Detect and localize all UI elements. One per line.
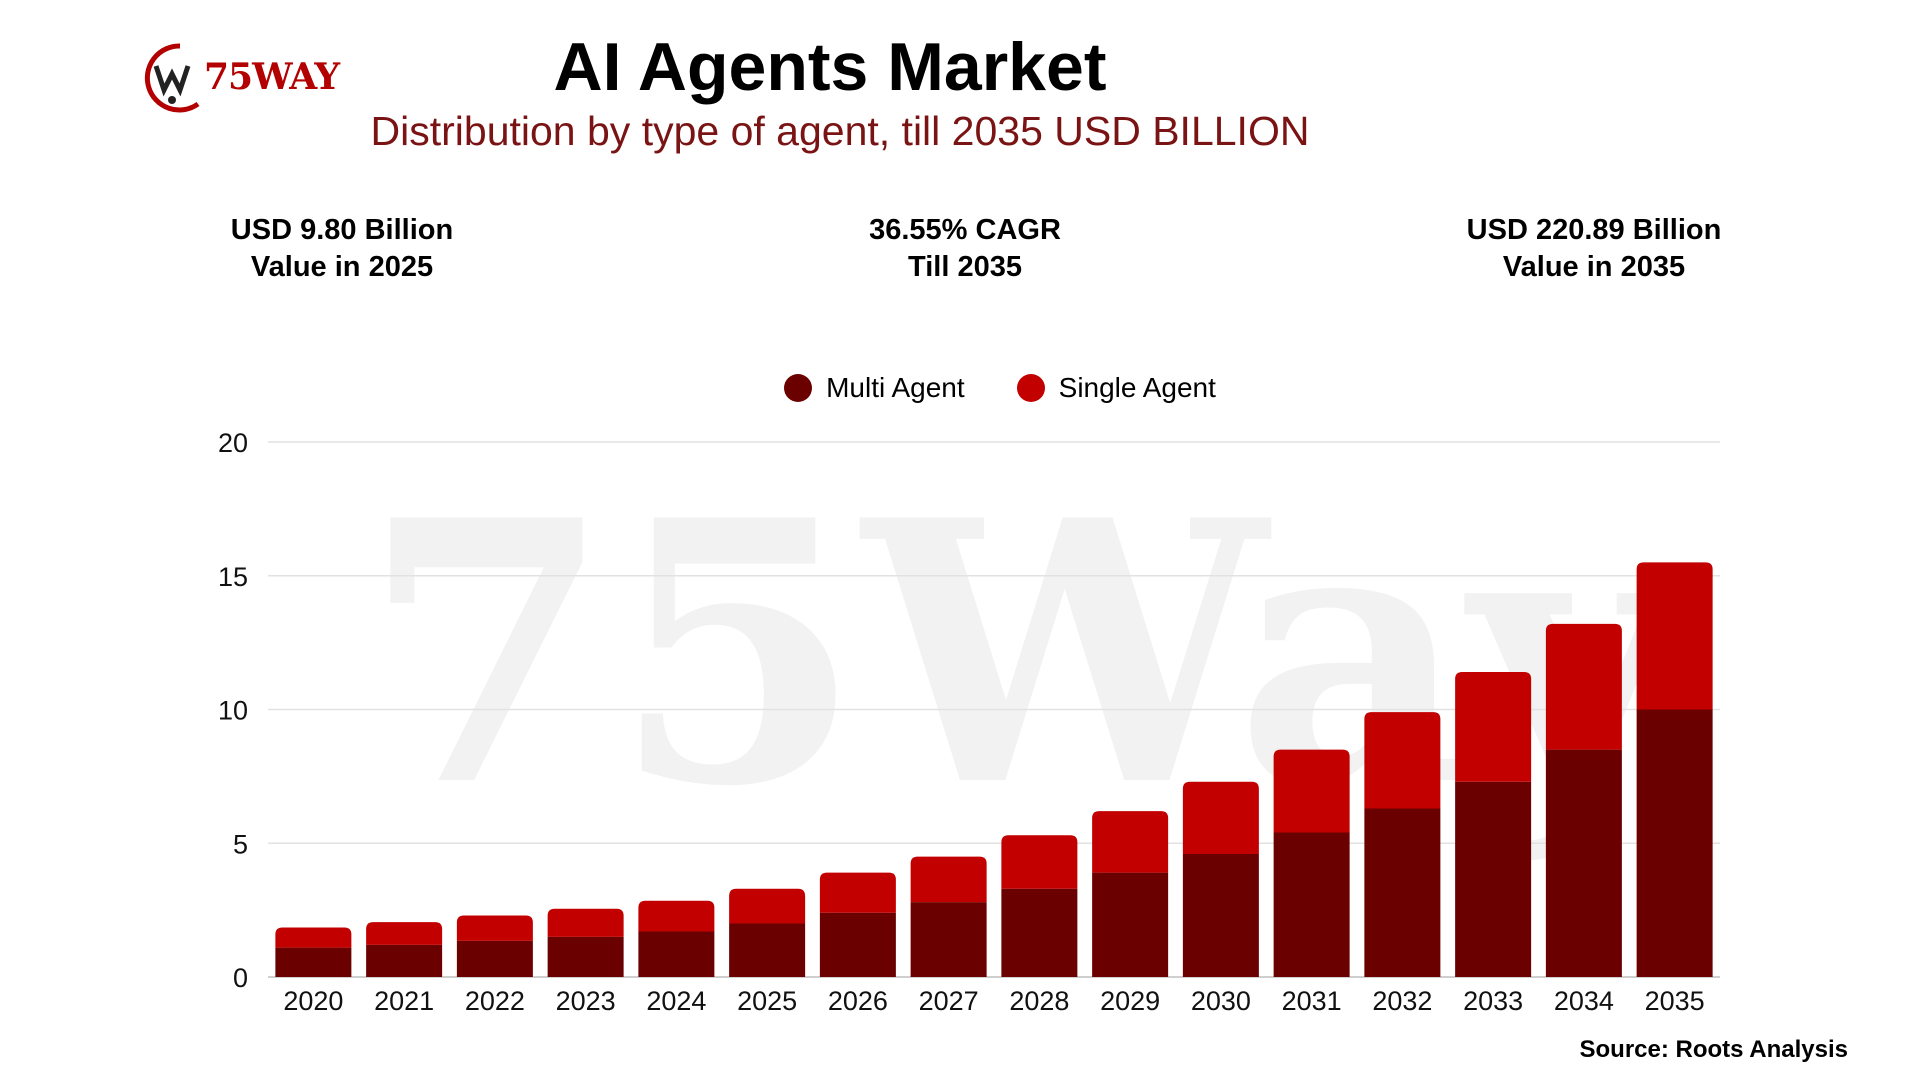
page-subtitle: Distribution by type of agent, till 2035… — [370, 108, 1310, 154]
x-tick-label: 2028 — [1009, 986, 1069, 1016]
y-tick-label: 10 — [218, 696, 248, 726]
legend-item-single-agent: Single Agent — [1016, 372, 1216, 404]
bar-multi-agent-2032 — [1364, 808, 1441, 977]
bar-single-agent-2025 — [729, 888, 806, 924]
y-tick-label: 15 — [218, 562, 248, 592]
x-tick-label: 2033 — [1463, 986, 1523, 1016]
stat-line: USD 9.80 Billion — [230, 214, 454, 246]
brand-logo: 75WAY — [140, 38, 360, 118]
stat-line: Till 2035 — [908, 251, 1022, 283]
y-tick-label: 5 — [233, 829, 248, 859]
bar-single-agent-2021 — [366, 922, 443, 945]
stat-line: Value in 2025 — [250, 251, 434, 283]
bar-single-agent-2022 — [456, 915, 533, 941]
legend-label: Single Agent — [1058, 372, 1216, 403]
legend-label: Multi Agent — [826, 372, 965, 403]
x-tick-label: 2035 — [1645, 986, 1705, 1016]
source-note: Source: Roots Analysis — [1579, 1036, 1848, 1063]
w-wing-logo-icon — [144, 43, 200, 113]
stat-line: Value in 2035 — [1502, 251, 1686, 283]
bar-single-agent-2029 — [1092, 811, 1169, 873]
bar-multi-agent-2021 — [366, 944, 443, 977]
stat-line: USD 220.89 Billion — [1466, 214, 1722, 246]
bar-single-agent-2020 — [275, 927, 352, 948]
brand-logo-text: 75WAY — [204, 56, 340, 98]
x-tick-label: 2031 — [1282, 986, 1342, 1016]
bar-single-agent-2033 — [1455, 672, 1532, 782]
bar-single-agent-2032 — [1364, 712, 1441, 809]
x-tick-label: 2027 — [919, 986, 979, 1016]
x-tick-label: 2034 — [1554, 986, 1614, 1016]
bar-multi-agent-2031 — [1273, 832, 1350, 977]
stat-value-2025: USD 9.80 Billion Value in 2025 — [142, 212, 542, 286]
bar-multi-agent-2020 — [275, 947, 352, 977]
bars — [275, 562, 1713, 977]
bar-single-agent-2026 — [819, 872, 896, 913]
bar-multi-agent-2035 — [1636, 709, 1713, 977]
bar-multi-agent-2028 — [1001, 888, 1078, 977]
bar-single-agent-2027 — [910, 856, 987, 903]
bar-multi-agent-2030 — [1182, 853, 1259, 977]
legend-swatch-single — [1016, 374, 1045, 402]
x-tick-label: 2032 — [1372, 986, 1432, 1016]
bar-single-agent-2023 — [547, 908, 624, 937]
bar-multi-agent-2022 — [456, 940, 533, 977]
bar-single-agent-2035 — [1636, 562, 1713, 710]
bar-multi-agent-2034 — [1545, 749, 1622, 977]
x-tick-label: 2022 — [465, 986, 525, 1016]
bar-multi-agent-2025 — [729, 923, 806, 977]
bar-multi-agent-2023 — [547, 936, 624, 977]
x-tick-label: 2021 — [374, 986, 434, 1016]
bar-multi-agent-2033 — [1455, 781, 1532, 977]
bar-multi-agent-2024 — [638, 931, 715, 977]
stat-cagr: 36.55% CAGR Till 2035 — [765, 212, 1165, 286]
bar-multi-agent-2029 — [1092, 872, 1169, 977]
chart-legend: Multi Agent Single Agent — [40, 372, 1920, 404]
y-tick-label: 20 — [218, 428, 248, 458]
x-tick-label: 2023 — [556, 986, 616, 1016]
x-tick-label: 2024 — [646, 986, 706, 1016]
legend-item-multi-agent: Multi Agent — [784, 372, 965, 404]
x-axis-ticks: 2020 2021 2022 2023 2024 2025 2026 2027 2028 2029… — [283, 986, 1704, 1016]
x-tick-label: 2026 — [828, 986, 888, 1016]
bar-multi-agent-2026 — [819, 912, 896, 977]
stat-line: 36.55% CAGR — [869, 214, 1061, 246]
x-tick-label: 2025 — [737, 986, 797, 1016]
bar-single-agent-2031 — [1273, 749, 1350, 833]
bar-single-agent-2034 — [1545, 623, 1622, 750]
y-axis-ticks: 0 5 10 15 20 — [218, 428, 248, 993]
x-tick-label: 2020 — [283, 986, 343, 1016]
x-tick-label: 2030 — [1191, 986, 1251, 1016]
bar-single-agent-2024 — [638, 900, 715, 932]
x-tick-label: 2029 — [1100, 986, 1160, 1016]
y-tick-label: 0 — [233, 963, 248, 993]
page-title: AI Agents Market — [553, 29, 1107, 105]
legend-swatch-multi — [784, 374, 813, 402]
bar-single-agent-2030 — [1182, 781, 1259, 854]
stat-value-2035: USD 220.89 Billion Value in 2035 — [1394, 212, 1794, 286]
bar-single-agent-2028 — [1001, 835, 1078, 889]
bar-multi-agent-2027 — [910, 902, 987, 977]
